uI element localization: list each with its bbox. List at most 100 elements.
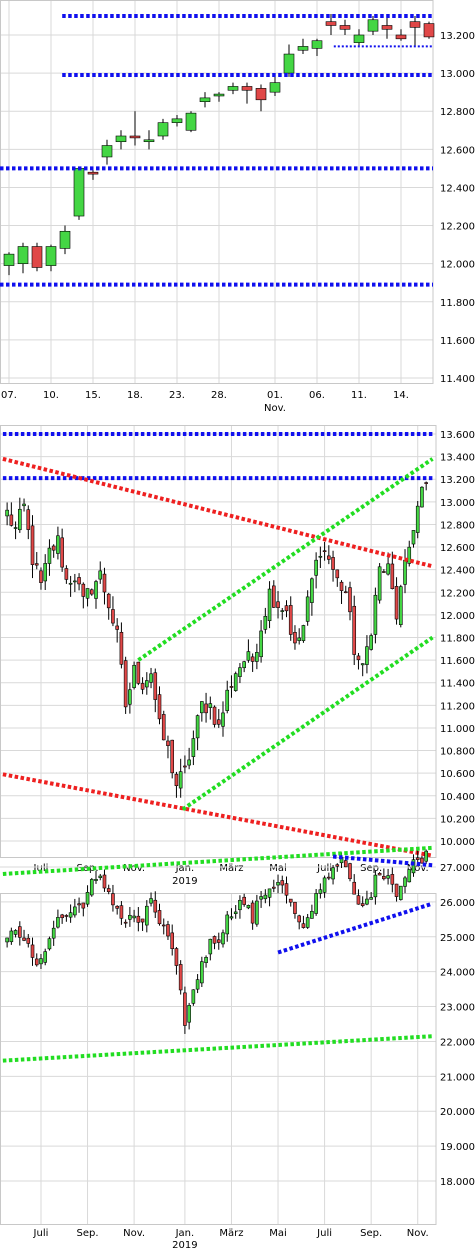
y-tick-label: 13.400 <box>440 453 475 464</box>
x-tick-label: 11. <box>351 390 367 401</box>
candle-down <box>424 482 428 484</box>
plot-frame <box>0 0 434 384</box>
y-tick-label: 13.000 <box>440 498 475 509</box>
candle-up <box>17 246 29 264</box>
candle-down <box>352 881 357 895</box>
y-tick-label: 12.800 <box>440 520 475 531</box>
candle-up <box>22 503 26 507</box>
candle-up <box>365 646 369 665</box>
candle-up <box>318 889 323 894</box>
candle-down <box>34 958 39 966</box>
x-tick-label: 18. <box>127 390 143 401</box>
x-tick-label: Juli <box>316 863 332 874</box>
y-tick-label: 10.600 <box>440 769 475 780</box>
candle-down <box>212 936 217 944</box>
y-tick-label: 12.200 <box>440 222 475 233</box>
x-tick-label: Juli <box>33 1228 49 1239</box>
candle-down <box>174 773 179 787</box>
candle-up <box>5 937 9 943</box>
candle-down <box>136 915 141 923</box>
candle-up <box>255 652 259 662</box>
red-trend-line <box>2 772 433 858</box>
x-tick-label: 01. <box>267 390 283 401</box>
candle-down <box>30 944 35 958</box>
candle-down <box>87 171 99 175</box>
y-tick-label: 11.600 <box>440 656 475 667</box>
candle-up <box>47 938 52 950</box>
candle-up <box>187 759 191 766</box>
y-tick-label: 12.400 <box>440 183 475 194</box>
candle-down <box>81 583 86 597</box>
x-tick-label: Sep. <box>360 863 382 874</box>
x-tick-label: Sep. <box>77 1228 99 1239</box>
candle-up <box>369 897 373 900</box>
candle-down <box>64 568 69 580</box>
candle-up <box>377 566 382 601</box>
candle-down <box>183 765 187 768</box>
x-tick-label: 06. <box>309 390 325 401</box>
candle-up <box>369 635 373 650</box>
candle-down <box>60 537 64 568</box>
candle-down <box>356 655 361 661</box>
candle-up <box>415 505 420 533</box>
candle-down <box>293 631 297 644</box>
candle-down <box>64 915 69 917</box>
candle-down <box>106 593 111 609</box>
candle-up <box>403 559 407 585</box>
y-tick-label: 12.600 <box>440 145 475 156</box>
candle-down <box>51 545 56 551</box>
candle-up <box>233 673 238 691</box>
candle-up <box>238 667 242 677</box>
candle-up <box>43 951 48 963</box>
candle-down <box>102 874 107 889</box>
candle-down <box>212 706 217 725</box>
candle-up <box>233 911 238 914</box>
chart-3: 18.000 19.000 20.000 21.000 22.000 23.000 24.0… <box>0 845 475 1251</box>
candle-up <box>238 899 242 911</box>
candle-down <box>420 857 424 864</box>
y-tick-label: 26.000 <box>440 898 475 909</box>
candle-down <box>288 898 293 903</box>
candle-down <box>102 573 107 593</box>
candle-up <box>195 979 200 990</box>
candle-down <box>178 964 183 991</box>
candle-up <box>424 850 428 862</box>
candle-down <box>325 21 337 26</box>
candle-up <box>420 486 424 508</box>
x-tick-label: 23. <box>169 390 185 401</box>
candle-down <box>26 509 31 530</box>
candle-down <box>409 21 421 28</box>
candle-up <box>128 689 132 705</box>
candle-up <box>199 97 211 102</box>
candle-down <box>18 926 22 938</box>
y-tick-label: 10.200 <box>440 814 475 825</box>
candle-up <box>43 563 48 582</box>
candle-down <box>293 901 297 914</box>
x-tick-label: Sep. <box>360 1228 382 1239</box>
y-tick-label: 20.000 <box>440 1107 475 1118</box>
candle-down <box>327 555 331 560</box>
candle-up <box>187 1004 191 1023</box>
y-tick-label: 10.800 <box>440 747 475 758</box>
candle-up <box>13 527 18 529</box>
candle-up <box>229 916 234 919</box>
candle-up <box>255 900 259 925</box>
candle-down <box>271 886 276 889</box>
candle-down <box>284 605 289 612</box>
candle-up <box>85 588 90 599</box>
candle-down <box>183 992 187 1026</box>
candle-up <box>314 893 318 914</box>
candle-up <box>259 630 263 658</box>
candle-down <box>255 88 267 101</box>
candle-up <box>3 253 15 266</box>
candle-up <box>386 875 390 879</box>
y-tick-label: 12.000 <box>440 260 475 271</box>
plot-frame <box>0 893 437 1225</box>
candle-up <box>318 555 323 558</box>
candle-up <box>373 594 378 635</box>
candle-up <box>51 927 56 939</box>
y-tick-label: 13.600 <box>440 430 475 441</box>
candle-up <box>276 882 280 886</box>
candle-down <box>348 587 352 613</box>
